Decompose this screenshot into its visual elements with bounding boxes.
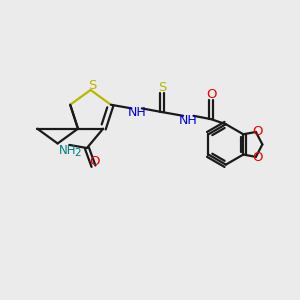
Text: O: O: [252, 151, 263, 164]
Text: NH: NH: [179, 114, 198, 127]
Text: NH: NH: [59, 144, 76, 157]
Text: S: S: [158, 81, 166, 94]
Text: NH: NH: [128, 106, 146, 119]
Text: O: O: [206, 88, 216, 101]
Text: O: O: [89, 154, 99, 168]
Text: S: S: [88, 79, 96, 92]
Text: 2: 2: [74, 148, 81, 158]
Text: O: O: [252, 125, 263, 138]
